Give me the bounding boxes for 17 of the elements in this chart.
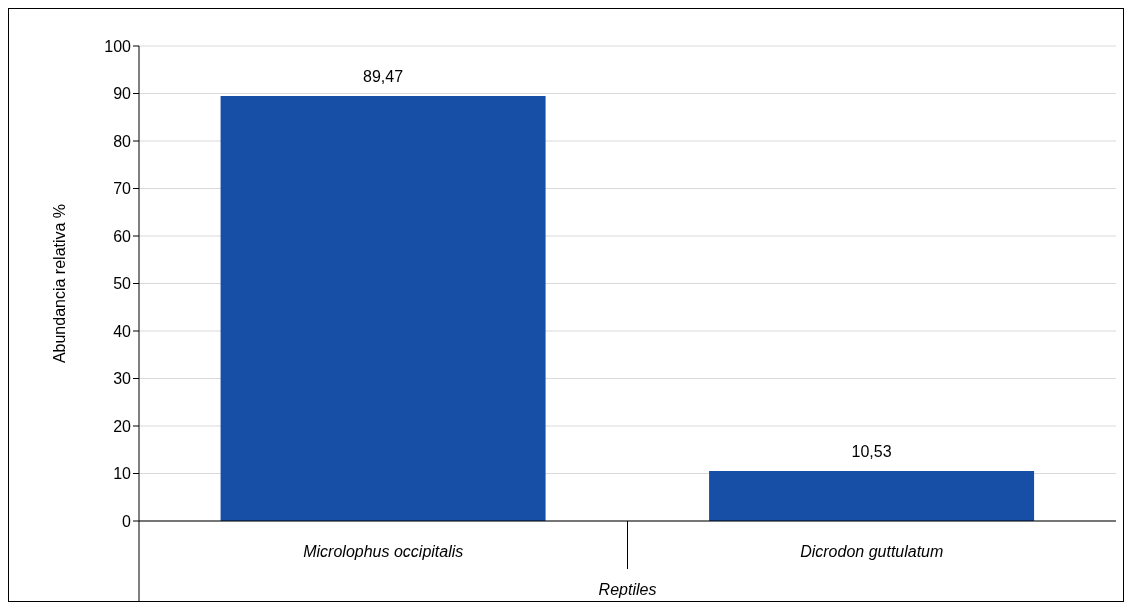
- y-axis-title: Abundancia relativa %: [50, 203, 68, 364]
- y-tick-label: 90: [113, 85, 132, 103]
- y-tick-label: 70: [113, 180, 132, 198]
- y-tick-label: 80: [113, 132, 132, 150]
- y-tick-label: 0: [122, 512, 132, 530]
- y-tick-label: 30: [113, 370, 132, 388]
- y-tick-label: 10: [113, 465, 132, 483]
- y-tick-label: 100: [104, 37, 132, 55]
- x-axis-title: Reptiles: [598, 581, 657, 598]
- data-label: 10,53: [851, 442, 892, 460]
- y-tick-label: 20: [113, 417, 132, 435]
- y-tick-label: 40: [113, 322, 132, 340]
- y-tick-label: 50: [113, 275, 132, 293]
- x-tick-label: Microlophus occipitalis: [303, 543, 464, 560]
- data-label: 89,47: [363, 68, 404, 86]
- y-tick-label: 60: [113, 227, 132, 245]
- x-tick-label: Dicrodon guttulatum: [800, 543, 944, 560]
